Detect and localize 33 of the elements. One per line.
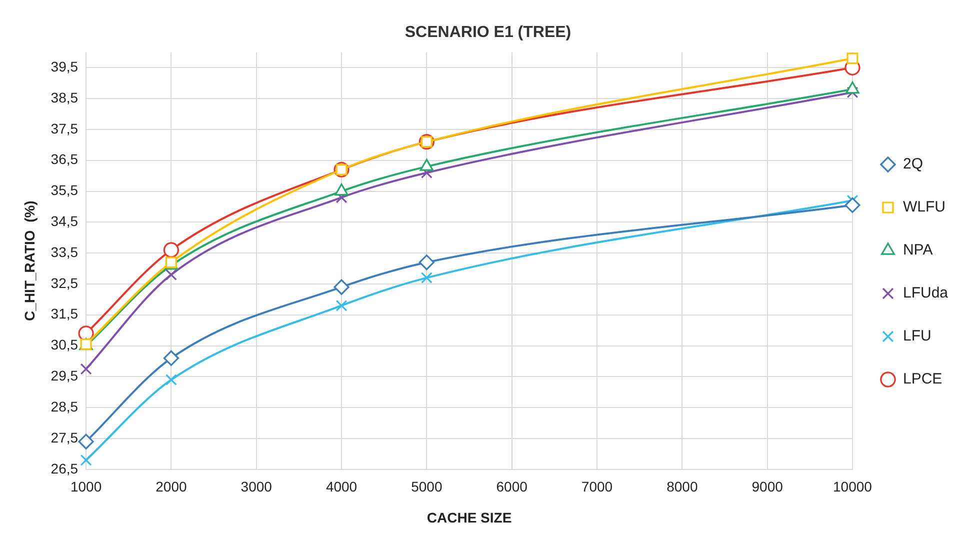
x-tick-label: 4000 [326,478,358,495]
chart-title: SCENARIO E1 (TREE) [404,24,572,42]
legend-label: WLFU [902,198,946,216]
legend-label: LPCE [902,370,942,388]
legend-label: LFU [902,328,932,345]
legend-label: LFUda [902,284,949,302]
y-tick-label: 30,5 [50,336,78,353]
x-tick-label: 2000 [156,478,187,495]
x-tick-label: 8000 [666,478,698,495]
x-tick-label: 3000 [240,478,272,495]
y-tick-label: 26,5 [50,460,78,476]
y-tick-label: 33,5 [50,244,78,260]
y-tick-label: 31,5 [50,306,78,322]
x-tick-label: 5000 [411,478,442,495]
y-tick-label: 28,5 [50,398,78,414]
y-tick-label: 37,5 [50,120,78,136]
legend-label: 2Q [902,156,923,173]
x-tick-label: 7000 [581,478,613,495]
x-tick-label: 9000 [752,478,784,495]
x-axis-title: CACHE SIZE [426,509,512,526]
y-tick-label: 32,5 [50,274,78,291]
legend-label: NPA [902,242,933,259]
y-axis-title: C_HIT_RATIO (%) [21,200,38,321]
y-tick-label: 38,5 [50,89,78,106]
y-tick-label: 27,5 [50,429,78,446]
y-tick-label: 39,5 [50,58,78,75]
y-tick-label: 29,5 [50,368,78,384]
y-tick-label: 34,5 [50,213,78,230]
x-tick-label: 1000 [70,478,102,495]
x-tick-label: 6000 [496,478,528,495]
y-tick-label: 36,5 [50,151,78,168]
y-tick-label: 35,5 [50,182,78,198]
x-tick-label: 10000 [833,478,872,495]
